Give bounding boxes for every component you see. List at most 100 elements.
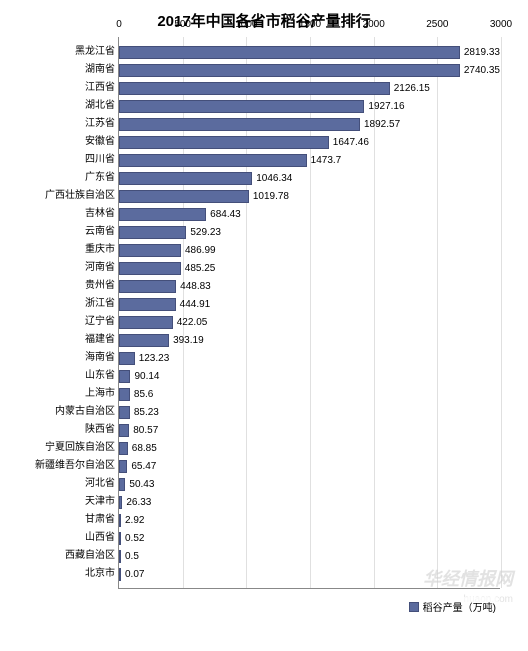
- category-label: 福建省: [85, 331, 119, 349]
- category-label: 西藏自治区: [65, 547, 119, 565]
- category-label: 重庆市: [85, 241, 119, 259]
- bar-row: 北京市0.07: [119, 565, 500, 583]
- bar: [119, 136, 329, 149]
- value-label: 50.43: [129, 479, 154, 490]
- value-label: 90.14: [134, 371, 159, 382]
- bar-row: 上海市85.6: [119, 385, 500, 403]
- value-label: 448.83: [180, 281, 211, 292]
- legend: 稻谷产量（万吨): [407, 597, 498, 616]
- category-label: 贵州省: [85, 277, 119, 295]
- bar: [119, 532, 121, 545]
- bar: [119, 568, 121, 581]
- bar: [119, 244, 181, 257]
- value-label: 422.05: [177, 317, 208, 328]
- bar: [119, 262, 181, 275]
- bar-row: 山东省90.14: [119, 367, 500, 385]
- value-label: 68.85: [132, 443, 157, 454]
- bar: [119, 370, 130, 383]
- bar: [119, 388, 130, 401]
- category-label: 北京市: [85, 565, 119, 583]
- x-tick-label: 1000: [235, 19, 257, 30]
- bar-row: 浙江省444.91: [119, 295, 500, 313]
- value-label: 123.23: [139, 353, 170, 364]
- category-label: 湖北省: [85, 97, 119, 115]
- bar: [119, 190, 249, 203]
- x-tick-label: 0: [116, 19, 122, 30]
- bar-row: 河南省485.25: [119, 259, 500, 277]
- category-label: 陕西省: [85, 421, 119, 439]
- bar: [119, 64, 460, 77]
- category-label: 安徽省: [85, 133, 119, 151]
- bar: [119, 550, 121, 563]
- category-label: 江苏省: [85, 115, 119, 133]
- value-label: 1927.16: [368, 101, 404, 112]
- bar-row: 广东省1046.34: [119, 169, 500, 187]
- category-label: 山西省: [85, 529, 119, 547]
- bar-row: 黑龙江省2819.33: [119, 43, 500, 61]
- category-label: 辽宁省: [85, 313, 119, 331]
- bar-row: 四川省1473.7: [119, 151, 500, 169]
- category-label: 海南省: [85, 349, 119, 367]
- bar-row: 内蒙古自治区85.23: [119, 403, 500, 421]
- plot-area: 050010001500200025003000黑龙江省2819.33湖南省27…: [118, 37, 500, 589]
- bar-row: 宁夏回族自治区68.85: [119, 439, 500, 457]
- bar-row: 西藏自治区0.5: [119, 547, 500, 565]
- category-label: 河北省: [85, 475, 119, 493]
- bar: [119, 442, 128, 455]
- value-label: 26.33: [126, 497, 151, 508]
- bar-row: 天津市26.33: [119, 493, 500, 511]
- value-label: 0.5: [125, 551, 139, 562]
- category-label: 河南省: [85, 259, 119, 277]
- gridline: [501, 37, 502, 588]
- bar: [119, 208, 206, 221]
- value-label: 2.92: [125, 515, 144, 526]
- bar-row: 陕西省80.57: [119, 421, 500, 439]
- category-label: 内蒙古自治区: [55, 403, 119, 421]
- bar-row: 湖南省2740.35: [119, 61, 500, 79]
- chart-container: 2017年中国各省市稻谷产量排行 05001000150020002500300…: [0, 0, 528, 651]
- value-label: 85.6: [134, 389, 153, 400]
- category-label: 黑龙江省: [75, 43, 119, 61]
- bar-row: 甘肃省2.92: [119, 511, 500, 529]
- value-label: 1019.78: [253, 191, 289, 202]
- category-label: 宁夏回族自治区: [45, 439, 119, 457]
- bar: [119, 280, 176, 293]
- bar: [119, 298, 176, 311]
- x-tick-label: 500: [174, 19, 191, 30]
- category-label: 四川省: [85, 151, 119, 169]
- category-label: 江西省: [85, 79, 119, 97]
- bar: [119, 460, 127, 473]
- value-label: 684.43: [210, 209, 241, 220]
- value-label: 486.99: [185, 245, 216, 256]
- category-label: 湖南省: [85, 61, 119, 79]
- bar: [119, 496, 122, 509]
- bar: [119, 424, 129, 437]
- bar: [119, 46, 460, 59]
- value-label: 1647.46: [333, 137, 369, 148]
- category-label: 天津市: [85, 493, 119, 511]
- bar-row: 广西壮族自治区1019.78: [119, 187, 500, 205]
- value-label: 85.23: [134, 407, 159, 418]
- x-tick-label: 1500: [299, 19, 321, 30]
- x-tick-label: 2000: [363, 19, 385, 30]
- category-label: 新疆维吾尔自治区: [35, 457, 119, 475]
- value-label: 485.25: [185, 263, 216, 274]
- category-label: 浙江省: [85, 295, 119, 313]
- value-label: 2126.15: [394, 83, 430, 94]
- legend-label: 稻谷产量（万吨): [423, 599, 496, 614]
- category-label: 广东省: [85, 169, 119, 187]
- bar-row: 福建省393.19: [119, 331, 500, 349]
- value-label: 1046.34: [256, 173, 292, 184]
- value-label: 80.57: [133, 425, 158, 436]
- category-label: 云南省: [85, 223, 119, 241]
- bar: [119, 478, 125, 491]
- value-label: 0.07: [125, 569, 144, 580]
- bar: [119, 154, 307, 167]
- bar: [119, 406, 130, 419]
- bar-row: 江西省2126.15: [119, 79, 500, 97]
- value-label: 1473.7: [311, 155, 342, 166]
- bar: [119, 118, 360, 131]
- value-label: 529.23: [190, 227, 221, 238]
- category-label: 甘肃省: [85, 511, 119, 529]
- bar-row: 新疆维吾尔自治区65.47: [119, 457, 500, 475]
